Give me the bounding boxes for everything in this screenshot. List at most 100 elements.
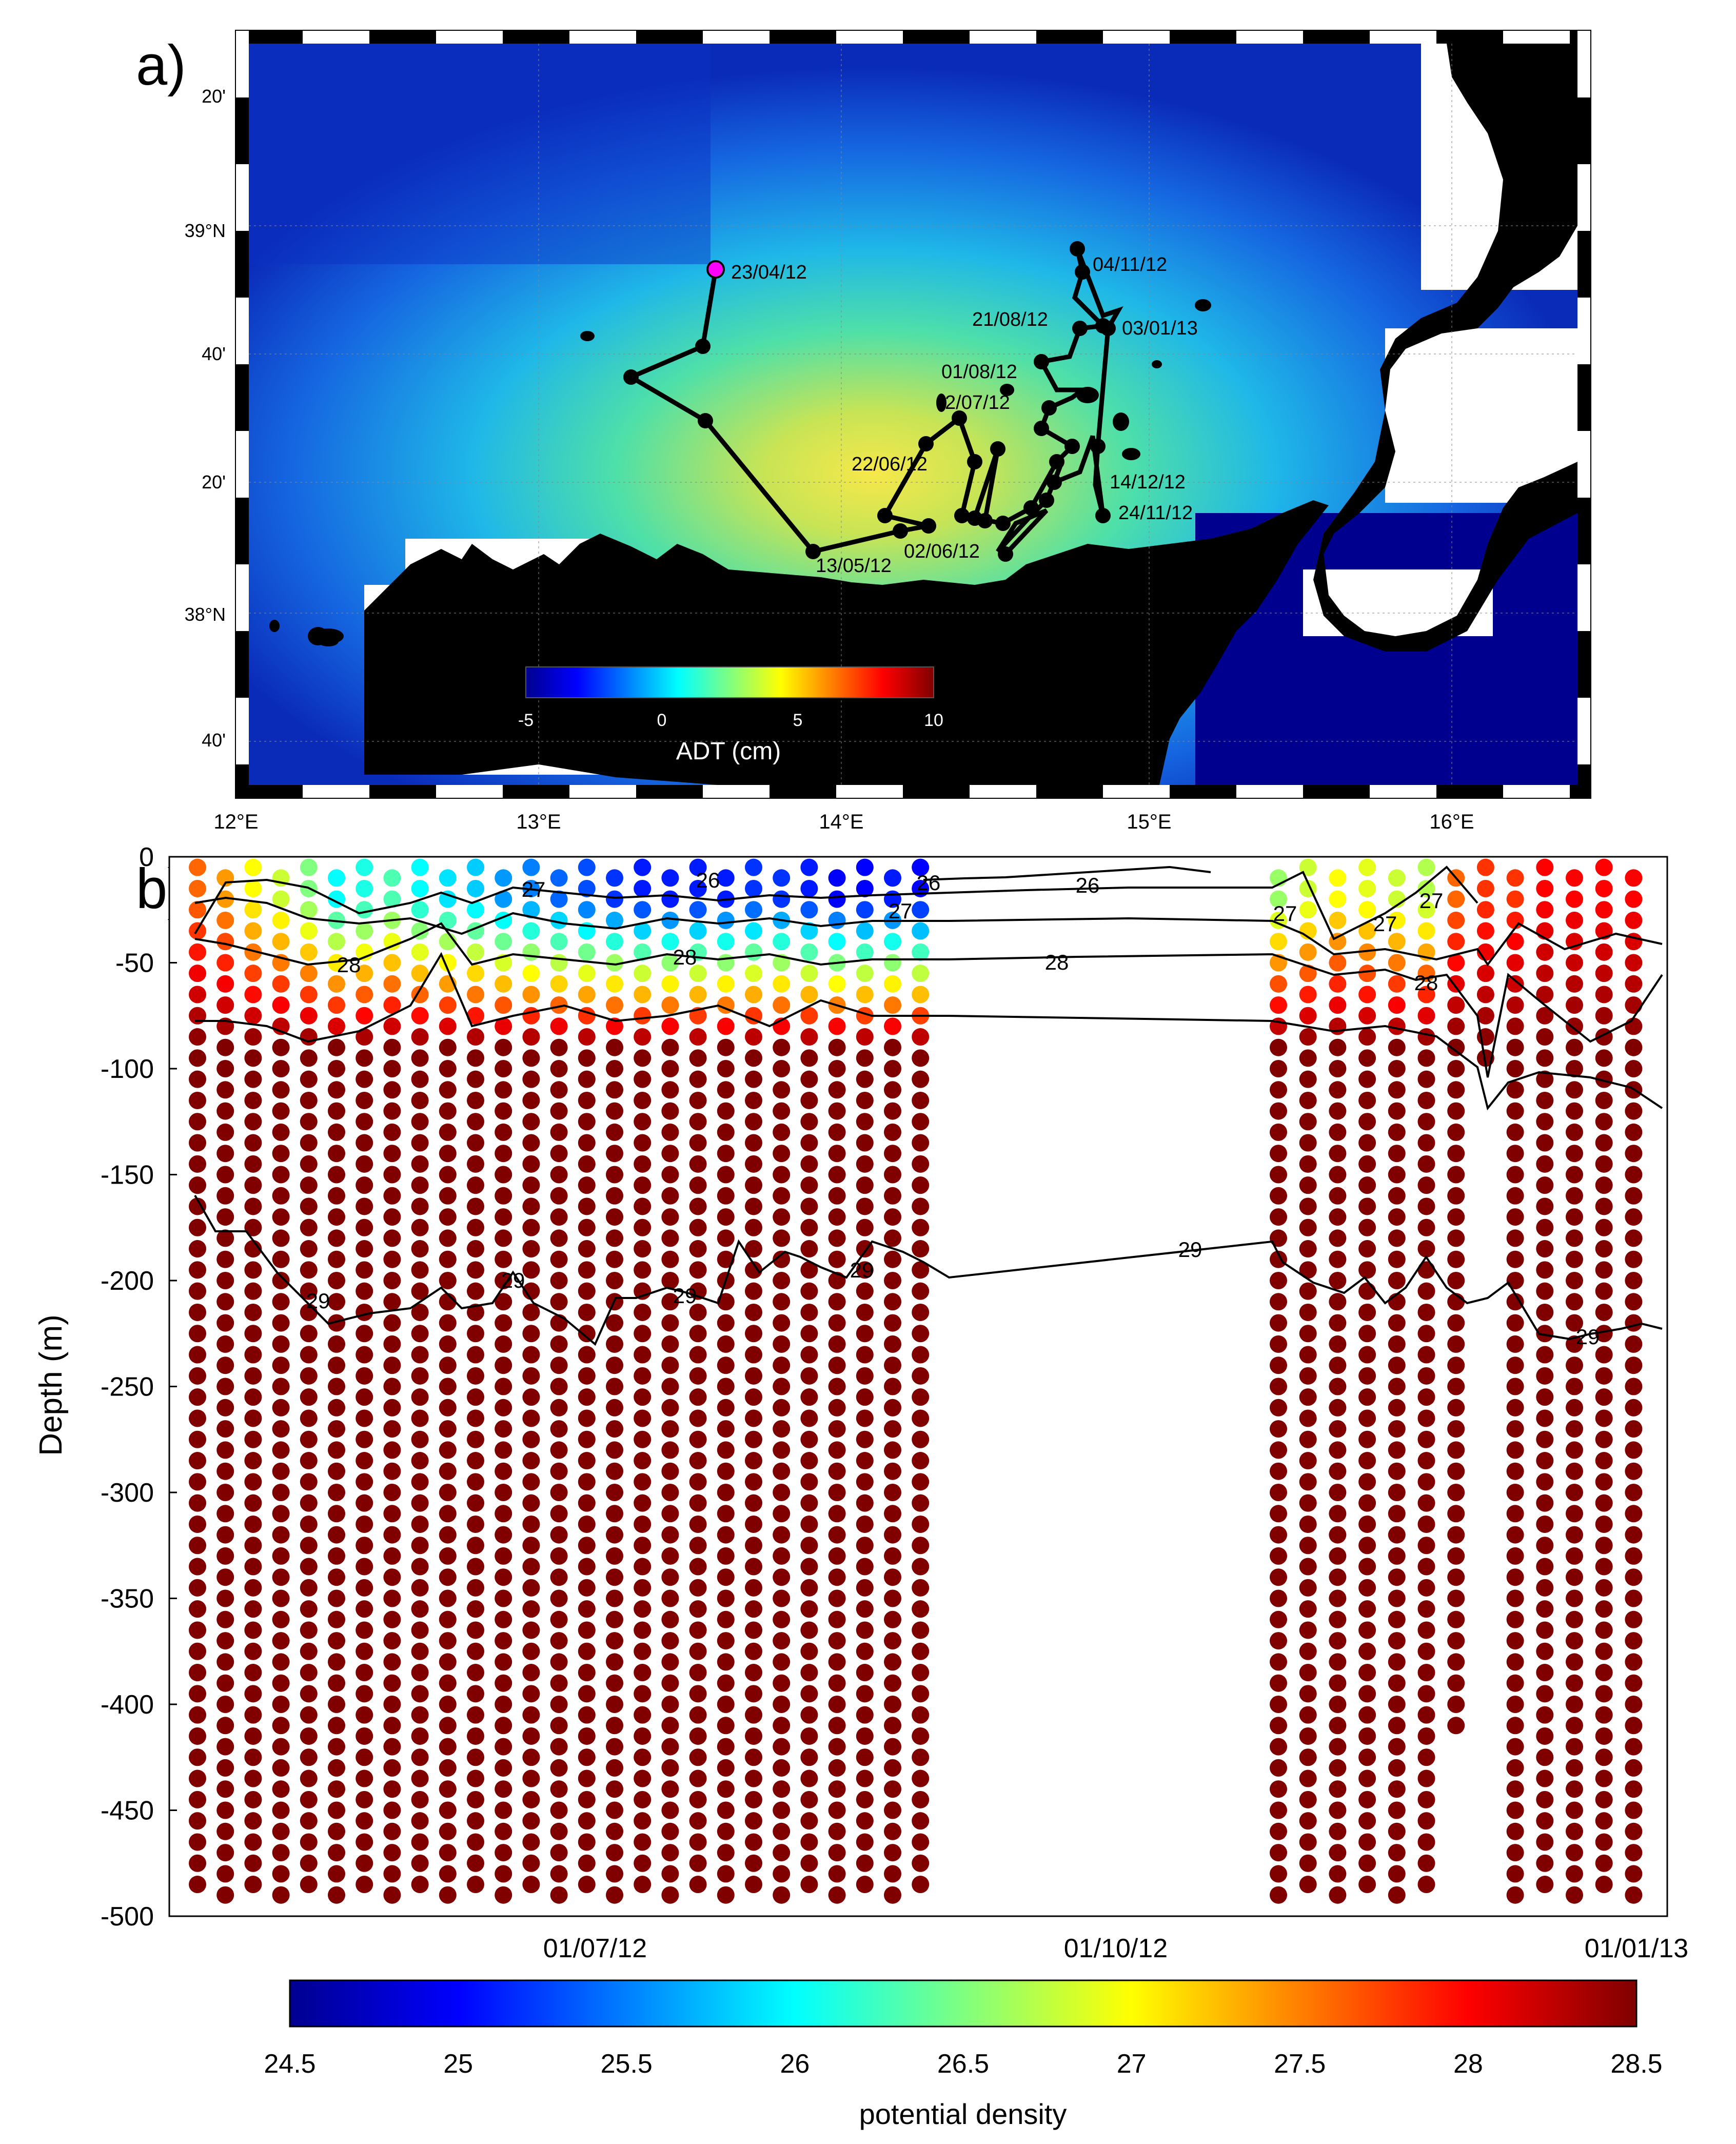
density-dot [689,1685,707,1703]
density-dot [1329,1399,1347,1417]
density-dot [328,1102,345,1120]
density-dot [467,1748,484,1766]
density-dot [800,965,818,982]
frame-checker [1577,431,1590,498]
density-dot [745,1833,762,1851]
density-dot [1358,1070,1376,1088]
density-dot [467,1388,484,1406]
density-dot [800,1494,818,1512]
density-dot [495,890,512,908]
density-dot [1270,1229,1287,1247]
density-dot [1299,1833,1317,1851]
frame-checker [636,785,703,798]
density-dot [1566,1886,1583,1904]
density-dot [1595,1155,1613,1173]
density-dot [328,1356,345,1374]
density-dot [1388,954,1406,972]
density-dot [1536,1876,1554,1894]
density-dot [300,1537,318,1555]
density-dot [383,1462,401,1480]
density-dot [550,1696,568,1713]
density-dot [661,1801,679,1819]
density-dot [411,1537,429,1555]
frame-checker [236,431,249,498]
density-dot [300,986,318,1004]
track-date-label: 22/06/12 [852,454,928,475]
density-dot [800,1325,818,1343]
density-dot [356,1049,373,1067]
density-dot [1417,1282,1435,1300]
density-dot [189,879,206,897]
density-dot [856,1388,874,1406]
density-dot [356,1155,373,1173]
density-dot [1329,890,1347,908]
density-dot [828,1250,846,1268]
density-dot [1595,1367,1613,1385]
density-dot [495,933,512,951]
adt-tick: 10 [924,711,943,730]
density-dot [1595,1007,1613,1025]
density-dot [1566,1017,1583,1035]
density-dot [912,1346,930,1364]
density-dot [1566,1505,1583,1523]
density-dot [244,1664,262,1682]
depth-tick: 0 [139,842,154,872]
contour-label: 29 [1178,1237,1202,1262]
density-dot [800,943,818,961]
density-dot [522,1452,540,1470]
density-dot [1270,1441,1287,1459]
density-dot [411,1282,429,1300]
density-dot [328,975,345,993]
density-dot [356,1176,373,1194]
frame-checker [236,764,249,798]
density-dot [244,1176,262,1194]
density-dot [244,1028,262,1046]
density-dot [1536,1197,1554,1215]
density-dot [1566,869,1583,887]
density-dot [745,1346,762,1364]
density-dot [578,1240,596,1258]
density-dot [467,943,484,961]
density-dot [272,1653,290,1671]
density-dot [745,1197,762,1215]
density-dot [1417,1706,1435,1724]
density-dot [1329,1123,1347,1141]
density-dot [800,1261,818,1279]
density-dot [1625,1547,1643,1565]
density-dot [356,1769,373,1787]
density-dot [550,1801,568,1819]
density-dot [216,1865,234,1883]
density-dot [1506,1038,1524,1056]
density-dot [634,1748,652,1766]
density-dot [773,1568,791,1586]
density-dot [1388,1081,1406,1099]
density-dot [745,1812,762,1830]
density-dot [439,1038,457,1056]
density-dot [189,1282,206,1300]
density-dot [661,1568,679,1586]
density-dot [578,1261,596,1279]
density-dot [689,1028,707,1046]
density-dot [661,1293,679,1311]
density-dot [634,1537,652,1555]
density-dot [439,1356,457,1374]
density-dot [216,1187,234,1205]
density-dot [411,1028,429,1046]
density-dot [745,943,762,961]
density-dot [578,1176,596,1194]
density-dot [1358,1664,1376,1682]
density-dot [467,1515,484,1533]
density-dot [828,975,846,993]
density-dot [606,1886,623,1904]
density-dot [328,869,345,887]
density-dot [1566,1441,1583,1459]
density-dot [467,1537,484,1555]
frame-checker [636,31,703,44]
density-dot [912,1261,930,1279]
density-dot [272,890,290,908]
density-dot [856,1621,874,1639]
density-dot [1536,1515,1554,1533]
density-dot [244,1558,262,1576]
density-dot [1270,1822,1287,1840]
density-dot [1388,1674,1406,1692]
